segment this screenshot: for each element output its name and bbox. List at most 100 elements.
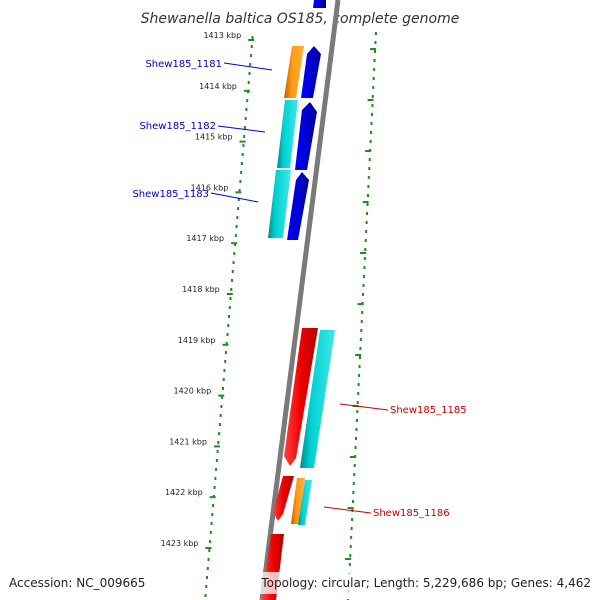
- guide-dot: [217, 441, 220, 444]
- guide-dot: [349, 554, 352, 557]
- guide-dot: [209, 540, 212, 543]
- guide-dot: [233, 252, 236, 255]
- guide-dot: [240, 162, 243, 165]
- guide-dot: [371, 95, 374, 98]
- gene-label-shew185-1183: Shew185_1183: [132, 189, 209, 200]
- guide-dot: [234, 234, 237, 237]
- kbp-label: 1414 kbp: [199, 82, 237, 91]
- guide-dot: [218, 423, 221, 426]
- guide-dot: [236, 216, 239, 219]
- kbp-label: 1420 kbp: [174, 387, 212, 396]
- guide-dot: [223, 369, 226, 372]
- kbp-label: 1413 kbp: [203, 31, 241, 40]
- guide-dot: [366, 212, 369, 215]
- accession-text: Accession: NC_009665: [9, 576, 145, 590]
- guide-dot: [237, 207, 240, 210]
- kbp-ticks: [205, 39, 255, 549]
- guide-dot: [372, 77, 375, 80]
- guide-dot: [360, 329, 363, 332]
- guide-dot: [364, 248, 367, 251]
- feature-cyan: [277, 100, 298, 168]
- feature-cyan: [300, 330, 335, 468]
- guide-dot: [234, 243, 237, 246]
- kbp-tick: [222, 343, 229, 346]
- kbp-tick: [226, 293, 233, 295]
- gene-label-shew185-1181: Shew185_1181: [145, 59, 222, 70]
- guide-dot: [356, 401, 359, 404]
- guide-dot: [350, 536, 353, 539]
- guide-dot: [250, 45, 253, 48]
- guide-dot: [232, 261, 235, 264]
- guide-dot: [230, 288, 233, 291]
- guide-dot: [245, 108, 248, 111]
- kbp-label: 1423 kbp: [161, 539, 199, 548]
- feature-cyan: [268, 170, 291, 238]
- kbp-label: 1415 kbp: [195, 133, 233, 142]
- guide-dot: [209, 531, 212, 534]
- feature-orange: [284, 46, 304, 98]
- guide-dot: [213, 486, 216, 489]
- guide-dot: [353, 473, 356, 476]
- guide-dot: [348, 563, 351, 566]
- guide-dot: [229, 297, 232, 300]
- kbp-label: 1419 kbp: [178, 336, 216, 345]
- guide-dot: [373, 68, 376, 71]
- right-tick: [347, 507, 354, 509]
- guide-dot: [205, 585, 208, 588]
- guide-dot: [368, 167, 371, 170]
- footer-topology-bg: [258, 572, 596, 594]
- gene-arrow-reverse: [273, 476, 294, 521]
- guide-dot: [224, 360, 227, 363]
- topology-text: Topology: circular; Length: 5,229,686 bp…: [260, 576, 591, 590]
- guide-dot: [251, 36, 254, 39]
- gene-arrow-forward: [287, 172, 309, 240]
- gene-label-shew185-1182: Shew185_1182: [139, 121, 216, 132]
- guide-dot: [216, 450, 219, 453]
- gene-label-shew185-1185: Shew185_1185: [390, 405, 467, 416]
- guide-dot: [215, 468, 218, 471]
- kbp-tick: [239, 140, 246, 143]
- guide-dot: [362, 293, 365, 296]
- guide-dot: [206, 576, 209, 579]
- guide-dot: [221, 387, 224, 390]
- guide-dot: [362, 275, 365, 278]
- feature-cyan: [298, 480, 312, 525]
- right-tick: [345, 558, 352, 560]
- guide-dot: [349, 545, 352, 548]
- guide-dot: [246, 99, 249, 102]
- guide-dot: [211, 513, 214, 516]
- guide-dot: [351, 518, 354, 521]
- right-tick: [367, 99, 374, 101]
- guide-dot: [231, 270, 234, 273]
- guide-dot: [206, 567, 209, 570]
- guide-dot: [351, 500, 354, 503]
- guide-dot: [360, 320, 363, 323]
- right-tick: [357, 303, 364, 305]
- kbp-tick: [235, 191, 242, 194]
- guide-dot: [359, 338, 362, 341]
- guide-dot: [227, 324, 230, 327]
- right-tick: [362, 201, 369, 203]
- guide-dot: [235, 225, 238, 228]
- guide-dot: [218, 432, 221, 435]
- kbp-tick: [209, 496, 216, 499]
- guide-dot: [352, 491, 355, 494]
- guide-dot: [368, 158, 371, 161]
- guide-dot: [243, 135, 246, 138]
- leader-line: [223, 62, 273, 71]
- guide-dot: [212, 504, 215, 507]
- guide-dot: [249, 63, 252, 66]
- guide-dot: [221, 396, 224, 399]
- left-dotted-guide: [204, 36, 254, 597]
- guide-dot: [222, 378, 225, 381]
- footer-accession-bg: [4, 572, 150, 594]
- guide-dot: [226, 333, 229, 336]
- right-tick: [355, 354, 362, 356]
- guide-dot: [367, 185, 370, 188]
- guide-dot: [374, 50, 377, 53]
- guide-dot: [358, 374, 361, 377]
- gene-labels: Shew185_1181 Shew185_1182 Shew185_1183 S…: [132, 59, 466, 519]
- kbp-label: 1417 kbp: [186, 234, 224, 243]
- guide-dot: [356, 410, 359, 413]
